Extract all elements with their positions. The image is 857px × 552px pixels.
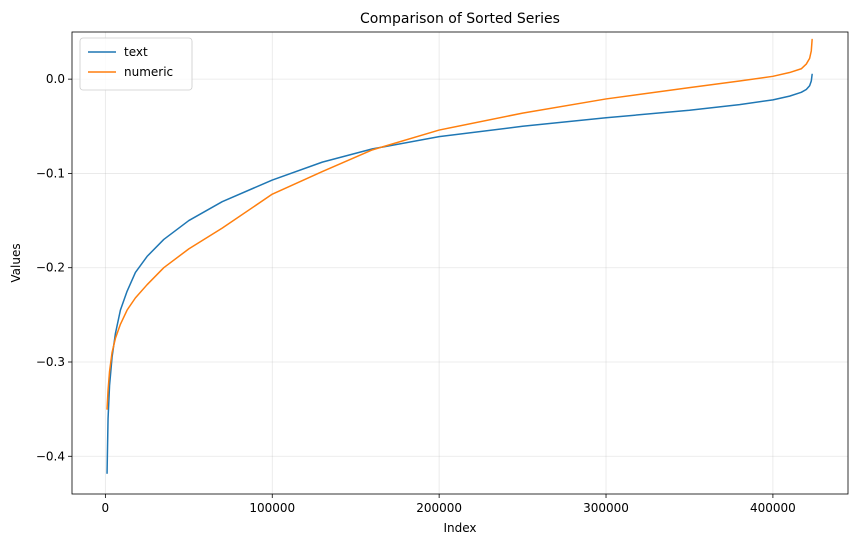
x-tick-label: 0 <box>102 501 110 515</box>
x-tick-label: 300000 <box>583 501 629 515</box>
series-line-text <box>106 73 813 475</box>
chart-title: Comparison of Sorted Series <box>360 11 560 27</box>
x-tick-label: 400000 <box>750 501 796 515</box>
grid <box>72 32 848 494</box>
y-axis-title: Values <box>9 243 23 282</box>
y-tick-label: −0.4 <box>36 449 65 463</box>
y-tick-label: −0.3 <box>36 355 65 369</box>
y-tick-label: 0.0 <box>46 72 65 86</box>
series-layer <box>106 38 813 475</box>
x-tick-label: 200000 <box>416 501 462 515</box>
y-tick-label: −0.2 <box>36 261 65 275</box>
y-axis-ticks: −0.4 −0.3 −0.2 −0.1 0.0 <box>36 72 72 463</box>
x-axis-ticks: 0 100000 200000 300000 400000 <box>102 494 796 515</box>
x-tick-label: 100000 <box>249 501 295 515</box>
series-line-numeric <box>106 38 813 410</box>
legend-label-text: text <box>124 45 148 59</box>
legend: text numeric <box>79 37 193 91</box>
plot-frame <box>71 31 849 495</box>
legend-label-numeric: numeric <box>124 65 173 79</box>
legend-box <box>79 37 193 91</box>
y-tick-label: −0.1 <box>36 166 65 180</box>
legend-entries: text numeric <box>88 45 173 79</box>
x-axis-title: Index <box>443 521 476 535</box>
